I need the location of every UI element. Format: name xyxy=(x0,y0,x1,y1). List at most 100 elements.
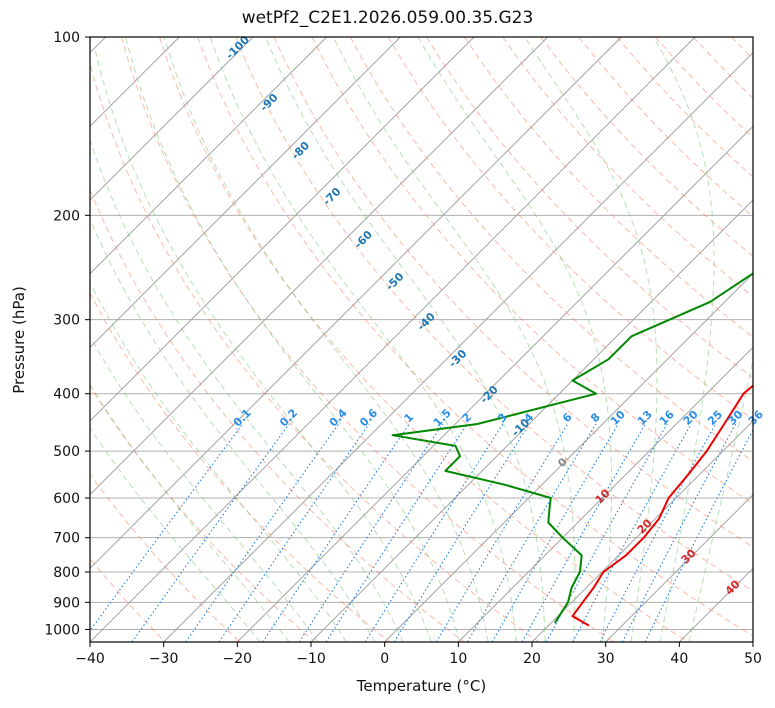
isotherm-line xyxy=(237,125,753,642)
isotherm-line xyxy=(90,37,622,569)
x-tick-label: −40 xyxy=(75,651,105,667)
isohume-label: -60 xyxy=(352,228,375,251)
mixing-ratio-label: 0.6 xyxy=(357,406,380,429)
moist-adiabat-line xyxy=(94,49,432,642)
mixing-ratio-line xyxy=(467,423,597,642)
y-tick-label: 300 xyxy=(53,313,80,329)
dry-adiabat-line xyxy=(349,37,753,462)
moist-adiabat-line xyxy=(653,37,715,642)
dry-adiabat-label: 0 xyxy=(555,455,570,470)
moist-adiabat-line xyxy=(90,138,404,642)
isotherm-line xyxy=(90,37,696,642)
moist-adiabat-line xyxy=(332,37,576,642)
y-tick-label: 700 xyxy=(53,531,80,547)
y-tick-label: 500 xyxy=(53,444,80,460)
x-axis-label: Temperature (°C) xyxy=(356,677,487,695)
mixing-ratio-line xyxy=(185,423,340,642)
x-tick-label: 10 xyxy=(449,651,467,667)
mixing-ratio-label: 25 xyxy=(705,408,725,428)
mixing-ratio-line xyxy=(572,423,692,642)
mixing-ratio-label: 6 xyxy=(560,410,575,425)
moist-adiabat-line xyxy=(90,383,290,642)
x-tick-label: −10 xyxy=(296,651,326,667)
moist-adiabat-line xyxy=(90,335,319,642)
isotherm-line xyxy=(90,37,254,201)
mixing-ratio-label: 30 xyxy=(725,408,745,428)
y-tick-label: 200 xyxy=(53,208,80,224)
x-tick-label: 40 xyxy=(670,651,688,667)
isotherm-line xyxy=(163,52,753,642)
isohume-label: -30 xyxy=(446,347,469,370)
isohume-label: -70 xyxy=(320,185,343,208)
mixing-ratio-line xyxy=(521,423,646,642)
mixing-ratio-line xyxy=(90,423,244,632)
moist-adiabat-line xyxy=(90,281,347,642)
isotherm-line xyxy=(90,37,401,348)
mixing-ratio-line xyxy=(298,423,444,642)
mixing-ratio-label: 0.4 xyxy=(327,406,350,429)
chart-title: wetPf2_C2E1.2026.059.00.35.G23 xyxy=(241,8,534,28)
mixing-ratio-line xyxy=(325,423,468,642)
mixing-ratio-line xyxy=(218,423,370,642)
mixing-ratio-line xyxy=(131,423,290,642)
y-tick-label: 900 xyxy=(53,595,80,611)
y-axis-label: Pressure (hPa) xyxy=(10,286,28,394)
mixing-ratio-label: 1.5 xyxy=(431,406,454,429)
dry-adiabat-line xyxy=(120,37,614,642)
isohume-label: -20 xyxy=(478,383,501,406)
mixing-ratio-label: 0.2 xyxy=(277,406,300,429)
x-tick-label: 0 xyxy=(380,651,389,667)
x-tick-label: 50 xyxy=(744,651,762,667)
mixing-ratio-label: 8 xyxy=(588,411,603,426)
moist-adiabat-line xyxy=(524,37,658,642)
plot-frame xyxy=(89,36,754,643)
mixing-ratio-line xyxy=(364,423,504,642)
moist-adiabat-line xyxy=(209,37,517,642)
isotherm-line xyxy=(605,494,753,642)
moist-adiabat-line xyxy=(163,37,489,642)
isotherm-line xyxy=(752,641,753,642)
mixing-ratio-line xyxy=(435,423,569,642)
isotherm-line xyxy=(384,273,753,642)
mixing-ratio-label: 0.1 xyxy=(231,406,254,429)
dry-adiabat-label: 30 xyxy=(679,546,699,566)
mixing-ratio-label: 16 xyxy=(657,408,677,428)
dry-adiabat-line xyxy=(90,62,540,642)
y-tick-label: 800 xyxy=(53,565,80,581)
dry-adiabat-line xyxy=(90,385,316,642)
isohume-label: -50 xyxy=(383,270,406,293)
dry-adiabat-line xyxy=(159,37,689,642)
isotherm-line xyxy=(90,37,475,422)
dry-adiabat-label: 40 xyxy=(723,577,743,597)
mixing-ratio-label: 3 xyxy=(495,411,510,426)
dry-adiabat-line xyxy=(90,188,465,642)
y-tick-label: 400 xyxy=(53,387,80,403)
mixing-ratio-line xyxy=(599,423,716,642)
moist-adiabat-line xyxy=(125,37,461,642)
mixing-ratio-line xyxy=(262,423,410,642)
dry-adiabat-line xyxy=(235,37,753,592)
isotherm-line xyxy=(458,346,753,642)
moist-adiabat-line xyxy=(417,37,612,642)
mixing-ratio-label: 13 xyxy=(635,408,655,428)
isotherm-line xyxy=(90,37,327,275)
x-tick-label: 30 xyxy=(597,651,615,667)
dry-adiabat-line xyxy=(387,37,753,420)
dry-adiabat-line xyxy=(692,37,753,99)
isohume-label: -80 xyxy=(289,139,312,162)
x-tick-label: 20 xyxy=(523,651,541,667)
moist-adiabat-line xyxy=(90,427,261,642)
moist-adiabat-line xyxy=(688,358,753,642)
mixing-ratio-line xyxy=(393,423,530,642)
dry-adiabat-line xyxy=(90,473,241,642)
dry-adiabat-line xyxy=(90,557,166,642)
x-tick-label: −30 xyxy=(149,651,179,667)
dry-adiabat-line xyxy=(464,37,753,338)
mixing-ratio-label: 1 xyxy=(402,411,417,426)
dry-adiabat-label: 10 xyxy=(593,486,613,506)
dry-adiabat-line xyxy=(90,292,390,642)
dry-adiabat-line xyxy=(197,37,753,637)
dewpoint-trace xyxy=(391,272,753,624)
isotherm-line xyxy=(531,420,753,642)
isotherm-line xyxy=(310,199,753,642)
